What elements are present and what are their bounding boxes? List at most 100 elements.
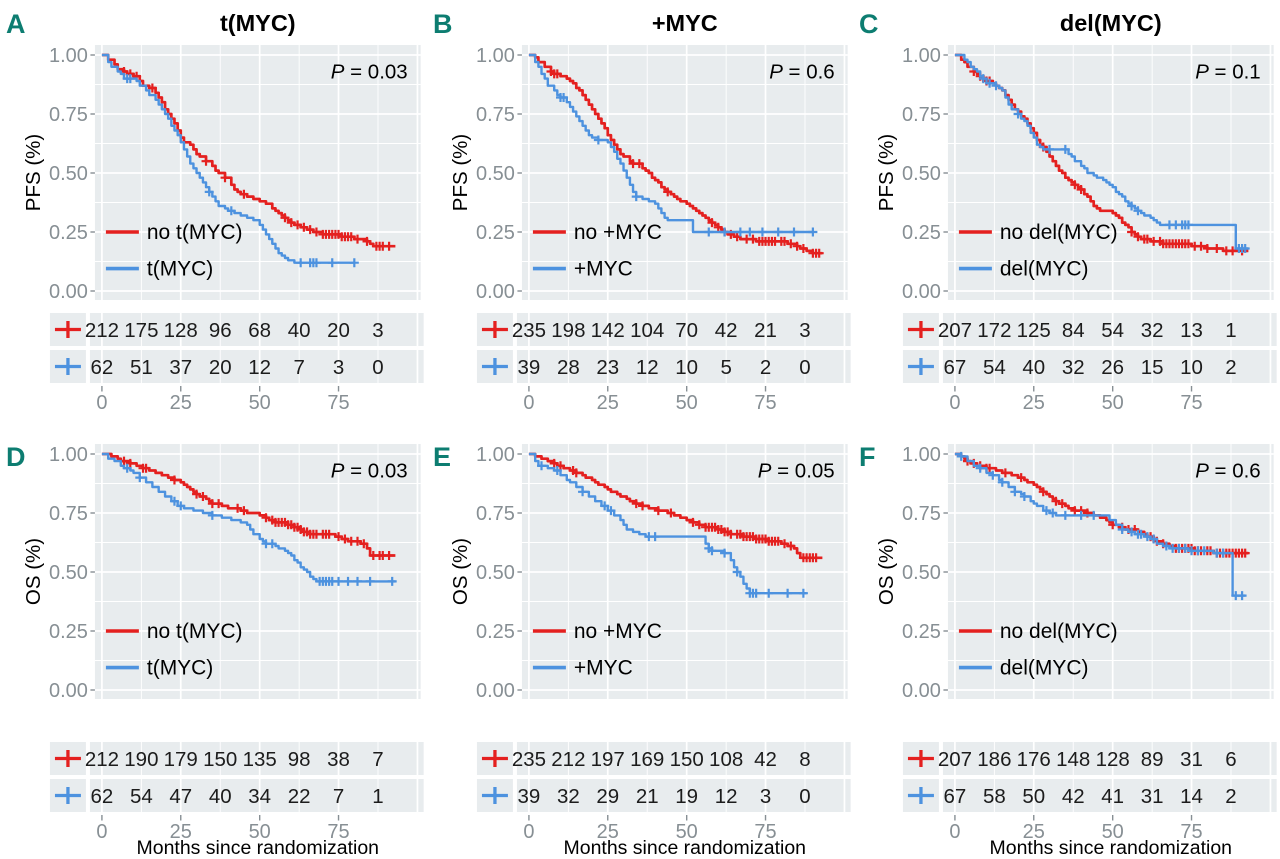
y-tick-label: 0.75 [476,503,515,525]
legend-label-red: no +MYC [574,620,662,643]
gridlines [521,45,848,300]
panel-letter: F [859,442,875,472]
x-tick-label: 50 [1102,392,1124,414]
x-axis-label: Months since randomization [137,837,380,859]
risk-table: 207 186 176 148 128 89 31 6 67 58 50 42 41 31 14 2 [903,742,1277,812]
x-tick-label: 25 [170,821,192,843]
risk-count: 172 [978,319,1012,342]
legend-label-blue: del(MYC) [1000,258,1089,281]
risk-count: 50 [1023,785,1046,808]
risk-group-marker-blue [908,358,935,375]
risk-count: 148 [1056,748,1090,771]
x-tick-label: 75 [327,821,349,843]
risk-count: 3 [799,319,810,342]
x-tick-label: 25 [1023,392,1045,414]
risk-count: 179 [164,748,198,771]
y-tick-label: 1.00 [49,45,88,67]
risk-count: 34 [248,785,271,808]
y-tick-label: 0.00 [902,680,941,702]
x-tick-label: 25 [596,392,618,414]
risk-count: 89 [1141,748,1164,771]
risk-count: 212 [551,748,585,771]
risk-table-stripes [527,313,845,383]
risk-table: 235 212 197 169 150 108 42 8 39 32 29 21 19 12 3 0 [476,742,851,812]
y-tick-label: 0.50 [476,163,515,185]
x-tick-label: 75 [754,821,776,843]
risk-group-marker-blue [54,358,81,375]
x-tick-label: 75 [754,392,776,414]
legend-label-blue: t(MYC) [147,657,213,680]
risk-count: 10 [1180,356,1203,379]
risk-table-stripes [527,742,845,812]
y-tick-label: 0.25 [49,621,88,643]
x-tick-label: 75 [327,392,349,414]
y-tick-label: 0.00 [476,680,515,702]
risk-count: 47 [169,785,192,808]
censor-marks-red [549,458,821,563]
panel-b: 235 198 142 104 70 42 21 3 39 28 23 12 10 5 2 0 no +MYC +… [427,0,854,429]
x-tick-label: 0 [96,392,107,414]
risk-count: 128 [1096,748,1130,771]
risk-count: 3 [333,356,344,379]
risk-count: 6 [1226,748,1237,771]
risk-count: 12 [714,785,737,808]
risk-count: 37 [169,356,192,379]
risk-count: 54 [130,785,153,808]
risk-count: 70 [675,319,698,342]
legend-label-red: no +MYC [574,221,662,244]
risk-count: 1 [372,785,383,808]
panel-e: 235 212 197 169 150 108 42 8 39 32 29 21 19 12 3 0 no +M… [427,429,854,859]
censor-marks-blue [555,93,818,237]
km-curve-red [528,53,823,255]
risk-table: 235 198 142 104 70 42 21 3 39 28 23 12 10 5 2 0 [476,313,851,383]
legend-label-red: no del(MYC) [1000,620,1118,643]
legend-label-blue: t(MYC) [147,258,213,281]
risk-count: 67 [944,785,967,808]
y-tick-label: 0.75 [476,104,515,126]
risk-count: 26 [1102,356,1125,379]
risk-count: 23 [596,356,619,379]
p-value: P = 0.1 [1196,61,1261,84]
x-axis-label: Months since randomization [563,837,806,859]
risk-count: 29 [596,785,619,808]
x-axis-label: Months since randomization [990,837,1233,859]
y-tick-label: 1.00 [902,45,941,67]
risk-count: 40 [1023,356,1046,379]
p-value: P = 0.6 [1196,460,1261,483]
risk-count: 176 [1017,748,1051,771]
risk-count: 58 [983,785,1006,808]
panel-title: +MYC [652,10,718,36]
y-tick-label: 0.50 [902,562,941,584]
y-tick-label: 0.00 [902,281,941,303]
y-tick-label: 1.00 [476,444,515,466]
legend-label-blue: del(MYC) [1000,657,1089,680]
censor-marks-blue [536,461,808,598]
risk-count: 10 [675,356,698,379]
y-tick-label: 1.00 [902,444,941,466]
panel-letter: C [859,9,878,39]
gridlines [948,45,1274,300]
y-axis-label: PFS (%) [875,134,898,211]
risk-count: 22 [288,785,311,808]
risk-count: 2 [1226,356,1237,379]
risk-count: 8 [799,748,810,771]
censor-marks-blue [957,451,1247,601]
x-tick-label: 50 [675,821,697,843]
risk-table: 212 190 179 150 135 98 38 7 62 54 47 40 34 22 7 1 [49,742,424,812]
panel-letter: D [6,442,25,472]
risk-group-marker-red [481,321,508,338]
x-tick-label: 50 [1102,821,1124,843]
km-chart-d: 212 190 179 150 135 98 38 7 62 54 47 40 34 22 7 1 no t(M… [6,442,424,859]
risk-count: 32 [1062,356,1085,379]
km-chart-a: 212 175 128 96 68 40 20 3 62 51 37 20 12 7 3 0 no t(MYC)… [6,9,424,414]
censor-marks-red [546,67,824,258]
x-tick-label: 25 [596,821,618,843]
risk-count: 7 [293,356,304,379]
risk-count: 142 [590,319,624,342]
km-chart-c: 207 172 125 84 54 32 13 1 67 54 40 32 26 15 10 2 no del(… [859,9,1277,414]
x-tick-label: 75 [1181,821,1203,843]
risk-count: 31 [1141,785,1164,808]
censor-marks-blue [122,463,397,586]
risk-table: 207 172 125 84 54 32 13 1 67 54 40 32 26 15 10 2 [903,313,1277,383]
